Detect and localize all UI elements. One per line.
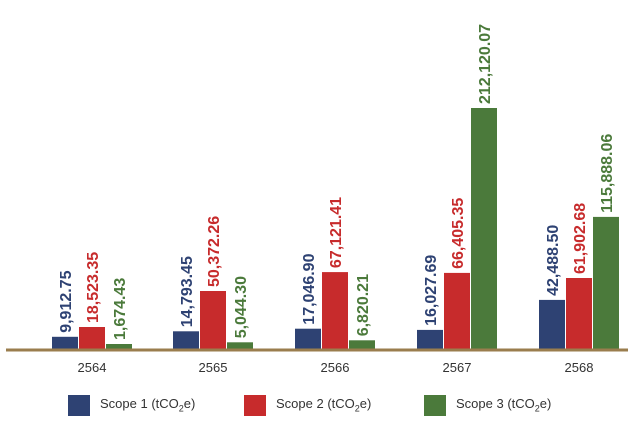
bar-2564-scope-3 [106, 344, 132, 349]
legend-label-scope-3: Scope 3 (tCO2e) [456, 396, 552, 414]
data-label-2568-scope-2: 61,902.68 [572, 203, 589, 274]
bar-2566-scope-1 [295, 328, 321, 349]
bar-2565-scope-1 [173, 331, 199, 349]
bar-2565-scope-3 [227, 342, 253, 349]
bar-2567-scope-3 [471, 108, 497, 349]
bar-2568-scope-2 [566, 278, 592, 349]
legend: Scope 1 (tCO2e) Scope 2 (tCO2e) Scope 3 … [0, 393, 634, 417]
legend-item-scope-2: Scope 2 (tCO2e) [244, 393, 371, 417]
legend-item-scope-3: Scope 3 (tCO2e) [424, 393, 551, 417]
bar-2566-scope-2 [322, 272, 348, 349]
data-label-2568-scope-1: 42,488.50 [545, 225, 562, 296]
legend-label-scope-2: Scope 2 (tCO2e) [276, 396, 372, 414]
bars-layer [52, 108, 619, 349]
x-tick-label-2566: 2566 [321, 360, 350, 375]
data-label-2565-scope-3: 5,044.30 [233, 276, 250, 338]
x-tick-label-2565: 2565 [199, 360, 228, 375]
data-label-2565-scope-1: 14,793.45 [179, 256, 196, 327]
data-label-2566-scope-3: 6,820.21 [355, 274, 372, 336]
legend-swatch-scope-3 [424, 394, 446, 416]
legend-label-scope-1: Scope 1 (tCO2e) [100, 396, 196, 414]
data-label-2564-scope-1: 9,912.75 [58, 270, 75, 332]
bar-2568-scope-3 [593, 216, 619, 349]
legend-swatch-scope-2 [244, 394, 266, 416]
bar-2567-scope-1 [417, 329, 443, 349]
data-label-2567-scope-2: 66,405.35 [450, 198, 467, 269]
bar-2565-scope-2 [200, 291, 226, 349]
bar-2567-scope-2 [444, 272, 470, 349]
legend-item-scope-1: Scope 1 (tCO2e) [68, 393, 195, 417]
x-tick-label-2564: 2564 [78, 360, 107, 375]
bar-2564-scope-1 [52, 336, 78, 349]
x-tick-label-2567: 2567 [443, 360, 472, 375]
bar-2564-scope-2 [79, 327, 105, 349]
x-tick-labels: 2564 2565 2566 2567 2568 [78, 360, 594, 375]
data-label-2565-scope-2: 50,372.26 [206, 216, 223, 287]
legend-swatch-scope-1 [68, 394, 90, 416]
data-label-2567-scope-1: 16,027.69 [423, 255, 440, 326]
data-label-2564-scope-2: 18,523.35 [85, 252, 102, 323]
data-label-2566-scope-1: 17,046.90 [301, 253, 318, 324]
bar-2568-scope-1 [539, 299, 565, 349]
data-label-2566-scope-2: 67,121.41 [328, 197, 345, 268]
x-tick-label-2568: 2568 [565, 360, 594, 375]
data-label-2567-scope-3: 212,120.07 [477, 24, 494, 104]
data-labels-layer: 9,912.75 18,523.35 1,674.43 14,793.45 50,372… [58, 24, 616, 340]
data-label-2568-scope-3: 115,888.06 [599, 134, 616, 213]
bar-2566-scope-3 [349, 340, 375, 349]
data-label-2564-scope-3: 1,674.43 [112, 278, 129, 340]
